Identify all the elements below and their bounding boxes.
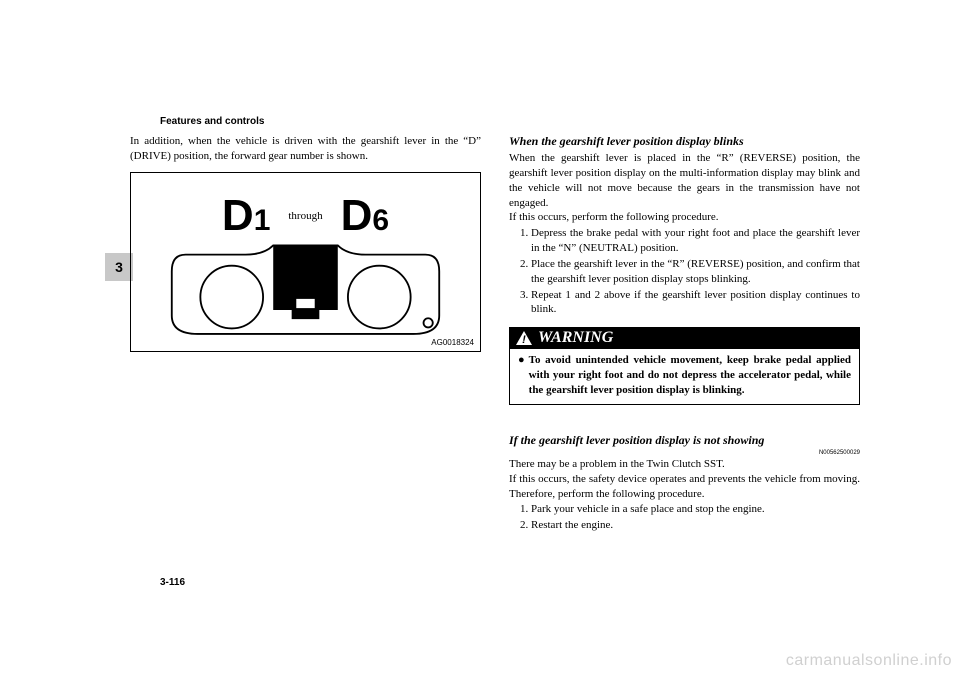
blink-steps: Depress the brake pedal with your right … bbox=[509, 226, 860, 317]
chapter-tab: 3 bbox=[105, 253, 133, 281]
warning-header: ! WARNING bbox=[510, 328, 859, 349]
warning-box: ! WARNING ● To avoid unintended vehicle … bbox=[509, 327, 860, 405]
watermark: carmanualsonline.info bbox=[786, 652, 952, 670]
blink-heading: When the gearshift lever position displa… bbox=[509, 134, 860, 149]
right-column: When the gearshift lever position displa… bbox=[509, 134, 860, 533]
gear-d1: D1 bbox=[222, 191, 270, 241]
list-item: Park your vehicle in a safe place and st… bbox=[531, 502, 860, 517]
through-label: through bbox=[288, 210, 322, 222]
gear-d6-letter: D bbox=[341, 191, 373, 241]
doc-code: N00562500029 bbox=[509, 450, 860, 456]
section-blink: When the gearshift lever position displa… bbox=[509, 134, 860, 405]
warning-body: ● To avoid unintended vehicle movement, … bbox=[510, 349, 859, 404]
notshowing-steps: Park your vehicle in a safe place and st… bbox=[509, 502, 860, 533]
manual-page: Features and controls 3 In addition, whe… bbox=[0, 0, 960, 678]
left-intro-text: In addition, when the vehicle is driven … bbox=[130, 134, 481, 164]
list-item: Depress the brake pedal with your right … bbox=[531, 226, 860, 256]
gear-d1-number: 1 bbox=[254, 204, 271, 238]
svg-text:!: ! bbox=[522, 334, 526, 345]
warning-text: To avoid unintended vehicle movement, ke… bbox=[529, 353, 851, 398]
list-item: Repeat 1 and 2 above if the gearshift le… bbox=[531, 288, 860, 318]
blink-para: When the gearshift lever is placed in th… bbox=[509, 151, 860, 225]
notshowing-para: There may be a problem in the Twin Clutc… bbox=[509, 457, 860, 502]
warning-icon: ! bbox=[516, 331, 532, 345]
list-item: Place the gearshift lever in the “R” (RE… bbox=[531, 257, 860, 287]
gear-d6: D6 bbox=[341, 191, 389, 241]
list-item: Restart the engine. bbox=[531, 518, 860, 533]
notshowing-heading: If the gearshift lever position display … bbox=[509, 433, 860, 448]
figure-id: AG0018324 bbox=[431, 338, 474, 347]
two-column-layout: In addition, when the vehicle is driven … bbox=[130, 134, 860, 533]
left-column: In addition, when the vehicle is driven … bbox=[130, 134, 481, 533]
gear-display-figure: D1 through D6 bbox=[130, 172, 481, 352]
gear-range-row: D1 through D6 bbox=[131, 191, 480, 241]
section-header: Features and controls bbox=[160, 116, 264, 127]
warning-label: WARNING bbox=[538, 329, 613, 347]
gear-d1-letter: D bbox=[222, 191, 254, 241]
section-notshowing: If the gearshift lever position display … bbox=[509, 433, 860, 533]
bullet-icon: ● bbox=[518, 353, 525, 398]
page-number: 3-116 bbox=[160, 577, 185, 588]
gear-d6-number: 6 bbox=[372, 204, 389, 238]
